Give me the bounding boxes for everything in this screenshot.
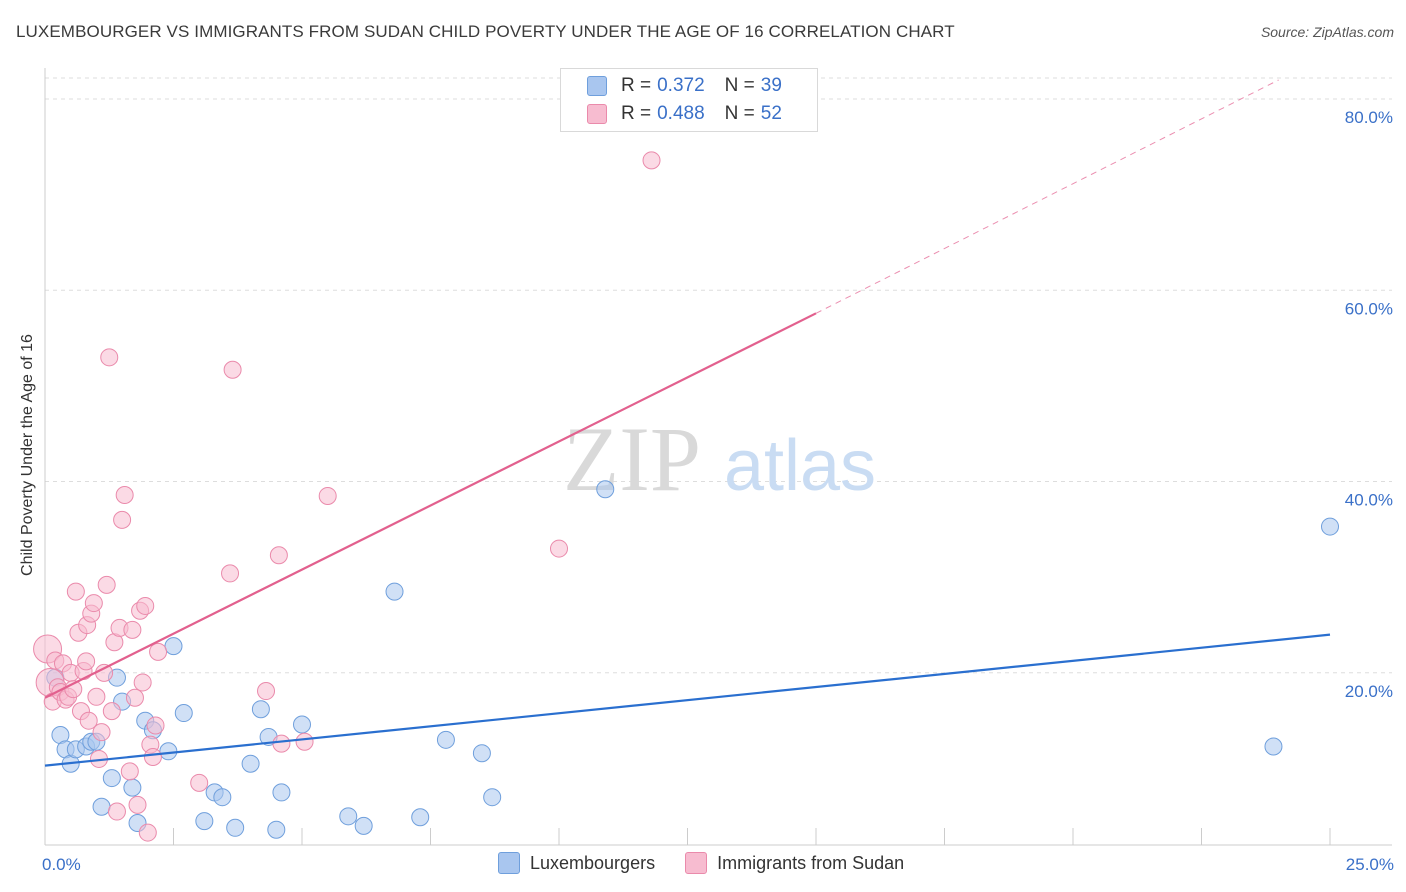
- point-luxembourgers: [472, 744, 491, 763]
- x-tick-label: 25.0%: [1346, 855, 1394, 874]
- point-sudan: [149, 642, 168, 661]
- point-sudan: [143, 748, 162, 767]
- legend-swatch-pink: [685, 852, 708, 874]
- trendline-luxembourgers: [44, 633, 1331, 767]
- point-luxembourgers: [251, 700, 270, 719]
- point-luxembourgers: [385, 582, 404, 601]
- legend-swatch-pink: [587, 104, 607, 124]
- point-luxembourgers: [241, 754, 260, 773]
- watermark-zip: ZIP: [563, 408, 701, 510]
- point-sudan: [97, 575, 116, 594]
- point-luxembourgers: [411, 808, 430, 827]
- point-luxembourgers: [596, 480, 615, 499]
- point-sudan: [136, 596, 155, 615]
- point-luxembourgers: [164, 637, 183, 656]
- point-luxembourgers: [226, 818, 245, 837]
- legend-swatch-blue: [498, 852, 520, 874]
- point-sudan: [221, 564, 240, 583]
- watermark: ZIP atlas: [563, 408, 876, 510]
- point-sudan: [125, 688, 144, 707]
- point-sudan: [223, 360, 242, 379]
- legend-item-sudan[interactable]: Immigrants from Sudan: [685, 852, 904, 874]
- point-sudan: [123, 620, 142, 639]
- point-sudan: [133, 673, 152, 692]
- point-sudan: [115, 486, 134, 505]
- legend-n-value: 39: [760, 75, 782, 96]
- point-luxembourgers: [92, 797, 111, 816]
- point-sudan: [128, 795, 147, 814]
- point-sudan: [642, 151, 661, 170]
- point-sudan: [146, 716, 165, 735]
- axes: [44, 68, 1392, 846]
- point-sudan: [295, 732, 314, 751]
- point-sudan: [95, 663, 114, 682]
- point-sudan: [113, 510, 132, 529]
- point-sudan: [318, 486, 337, 505]
- legend-row-sudan: R = 0.488 N = 52: [587, 101, 802, 127]
- legend-r-value: 0.488: [657, 103, 705, 124]
- chart-title: LUXEMBOURGER VS IMMIGRANTS FROM SUDAN CH…: [16, 22, 955, 41]
- point-sudan: [272, 734, 291, 753]
- point-luxembourgers: [102, 769, 121, 788]
- point-luxembourgers: [1264, 737, 1283, 756]
- point-sudan: [79, 711, 98, 730]
- point-luxembourgers: [267, 820, 286, 839]
- trendline-sudan: [44, 312, 817, 699]
- legend-label: Luxembourgers: [530, 852, 656, 873]
- point-sudan: [190, 773, 209, 792]
- point-luxembourgers: [293, 715, 311, 734]
- point-luxembourgers: [159, 742, 178, 761]
- point-sudan: [138, 823, 157, 842]
- series-legend: Luxembourgers Immigrants from Sudan: [498, 852, 934, 874]
- point-sudan: [107, 802, 126, 821]
- tick-labels: 20.0% 40.0% 60.0% 80.0% 0.0% 25.0%: [42, 108, 1394, 874]
- y-tick-label: 40.0%: [1345, 491, 1393, 510]
- point-luxembourgers: [174, 704, 193, 723]
- point-sudan: [100, 348, 119, 367]
- point-sudan: [84, 594, 103, 613]
- point-sudan: [120, 762, 139, 781]
- point-sudan: [77, 652, 96, 671]
- point-luxembourgers: [436, 730, 455, 749]
- point-sudan: [92, 723, 111, 742]
- point-luxembourgers: [339, 807, 358, 826]
- point-sudan: [550, 539, 568, 558]
- legend-label: Immigrants from Sudan: [717, 852, 905, 873]
- point-sudan: [66, 582, 85, 601]
- point-luxembourgers: [213, 788, 232, 807]
- trendline-sudan-extension: [815, 79, 1279, 314]
- legend-row-luxembourgers: R = 0.372 N = 39: [587, 73, 802, 99]
- legend-r-label: R =: [621, 75, 652, 96]
- point-luxembourgers: [354, 816, 373, 835]
- source-label: Source: ZipAtlas.com: [1260, 24, 1394, 40]
- point-sudan: [269, 546, 288, 565]
- trend-lines: [44, 79, 1331, 767]
- legend-r-label: R =: [621, 103, 652, 124]
- x-tick-label: 0.0%: [42, 855, 81, 874]
- point-luxembourgers: [195, 812, 214, 831]
- grid-lines: [45, 77, 1392, 674]
- legend-n-label: N =: [724, 103, 755, 124]
- point-luxembourgers: [483, 788, 502, 807]
- point-luxembourgers: [123, 778, 142, 797]
- y-tick-label: 60.0%: [1345, 299, 1393, 318]
- legend-r-value: 0.372: [657, 75, 705, 96]
- data-points: [33, 151, 1339, 842]
- point-luxembourgers: [1321, 517, 1339, 536]
- y-tick-label: 80.0%: [1345, 108, 1393, 127]
- legend-n-value: 52: [760, 103, 782, 124]
- watermark-atlas: atlas: [724, 426, 876, 506]
- point-sudan: [257, 682, 276, 701]
- point-sudan: [87, 687, 106, 706]
- y-tick-label: 20.0%: [1345, 682, 1393, 701]
- legend-swatch-blue: [587, 76, 607, 96]
- legend-item-luxembourgers[interactable]: Luxembourgers: [498, 852, 655, 874]
- legend-n-label: N =: [724, 75, 755, 96]
- point-luxembourgers: [272, 783, 291, 802]
- point-sudan: [102, 702, 121, 721]
- stats-legend: R = 0.372 N = 39 R = 0.488 N = 52: [560, 68, 818, 132]
